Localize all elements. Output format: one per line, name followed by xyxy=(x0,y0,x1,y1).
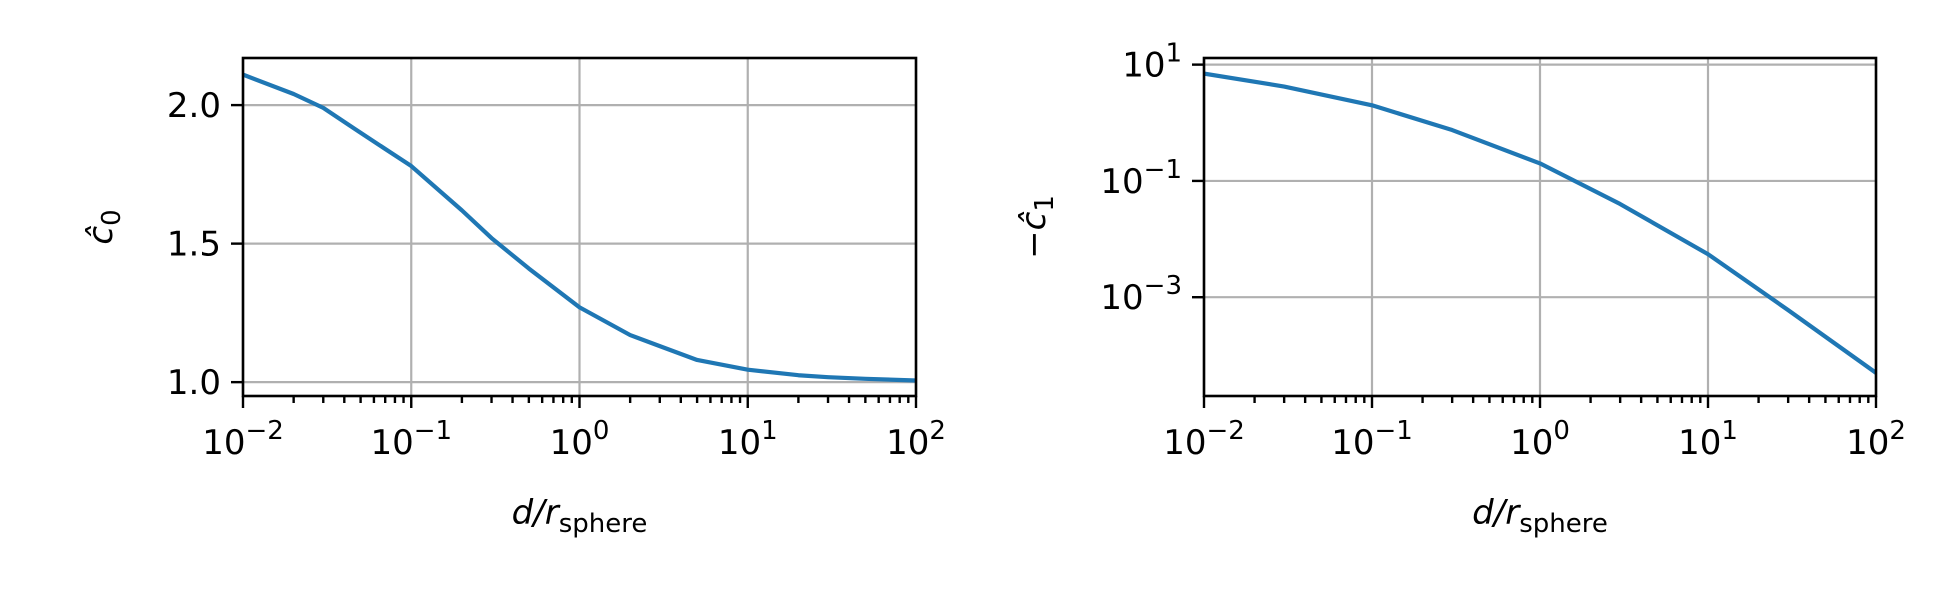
y-tick-label: 10−1 xyxy=(1100,155,1182,202)
y-tick-label: 2.0 xyxy=(167,86,221,126)
series-line xyxy=(1204,71,1876,375)
x-tick-label: 102 xyxy=(1846,416,1906,463)
x-tick-label: 101 xyxy=(1678,416,1738,463)
x-tick-label: 100 xyxy=(550,416,610,463)
y-tick-label: 1.5 xyxy=(167,225,221,265)
y-tick-label: 1.0 xyxy=(167,363,221,403)
y-tick-label: 10−3 xyxy=(1100,271,1182,318)
x-axis-label: d/rsphere xyxy=(1472,493,1608,539)
x-axis-label: d/rsphere xyxy=(512,493,648,539)
x-tick-label: 10−1 xyxy=(1331,416,1413,463)
right-chart: 10−2 10−1 100 101 102 10−3 10−1 101 d/rsphere −ĉ1 xyxy=(1014,39,1906,539)
x-tick-label: 102 xyxy=(886,416,946,463)
y-axis-label: −ĉ1 xyxy=(1014,195,1060,259)
series-line xyxy=(243,72,916,383)
x-tick-label: 10−1 xyxy=(370,416,452,463)
y-tick-label: 101 xyxy=(1122,39,1182,86)
x-tick-label: 100 xyxy=(1510,416,1570,463)
y-axis-label: ĉ0 xyxy=(81,209,127,244)
left-chart: 10−2 10−1 100 101 102 1.0 1.5 2.0 d/rsphere ĉ0 xyxy=(81,56,946,539)
x-tick-label: 10−2 xyxy=(1163,416,1245,463)
x-tick-label: 10−2 xyxy=(202,416,284,463)
x-tick-label: 101 xyxy=(718,416,778,463)
